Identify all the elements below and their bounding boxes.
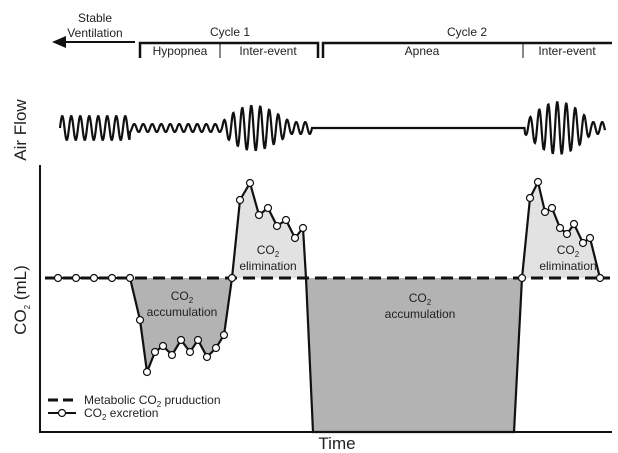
- elimination-area: [232, 183, 306, 278]
- legend-label: Metabolic CO2 pruduction: [84, 393, 221, 409]
- excretion-point: [71, 273, 81, 283]
- phase-label: Hypopnea: [153, 44, 208, 58]
- excretion-point: [211, 343, 221, 353]
- excretion-point: [125, 273, 135, 283]
- air-flow-label: Air Flow: [11, 99, 30, 161]
- excretion-point: [227, 273, 237, 283]
- excretion-point: [158, 341, 168, 351]
- legend-label: CO2 excretion: [84, 406, 158, 422]
- excretion-point: [595, 273, 605, 283]
- y-axis-label: CO2 (mL): [11, 265, 32, 335]
- stable-label: Ventilation: [67, 26, 122, 40]
- excretion-point: [135, 315, 145, 325]
- arrow-head: [52, 36, 66, 48]
- excretion-point: [167, 350, 177, 360]
- excretion-point: [142, 367, 152, 377]
- excretion-point: [219, 330, 229, 340]
- excretion-point: [585, 233, 595, 243]
- legend-dot: [57, 408, 67, 418]
- excretion-point: [185, 347, 195, 357]
- excretion-point: [263, 203, 273, 213]
- excretion-point: [53, 273, 63, 283]
- excretion-point: [150, 347, 160, 357]
- excretion-point: [533, 177, 543, 187]
- excretion-point: [540, 207, 550, 217]
- phase-label: Apnea: [405, 44, 440, 58]
- brackets: [138, 41, 612, 58]
- excretion-point: [89, 273, 99, 283]
- excretion-point: [569, 219, 579, 229]
- excretion-point: [107, 273, 117, 283]
- region-label: CO2 elimination: [239, 243, 296, 273]
- excretion-point: [555, 223, 565, 233]
- region-label: CO2 accumulation: [385, 291, 456, 321]
- excretion-point: [290, 233, 300, 243]
- phase-label: Inter-event: [239, 44, 297, 58]
- excretion-point: [578, 238, 588, 248]
- excretion-point: [272, 221, 282, 231]
- excretion-point: [235, 195, 245, 205]
- cycle-label: Cycle 2: [447, 25, 487, 39]
- excretion-point: [547, 203, 557, 213]
- cycle-label: Cycle 1: [210, 25, 250, 39]
- excretion-points: [53, 177, 605, 377]
- excretion-point: [202, 352, 212, 362]
- air-flow-trace: [58, 101, 607, 155]
- x-axis-label: Time: [318, 434, 355, 453]
- phase-label: Inter-event: [538, 44, 596, 58]
- region-label: CO2 elimination: [539, 243, 596, 273]
- accumulation-area: [306, 278, 522, 432]
- excretion-point: [525, 193, 535, 203]
- stable-label: Stable: [78, 11, 112, 25]
- region-label: CO2 accumulation: [147, 289, 218, 319]
- excretion-point: [193, 335, 203, 345]
- excretion-point: [254, 210, 264, 220]
- excretion-point: [281, 215, 291, 225]
- excretion-point: [176, 335, 186, 345]
- excretion-point: [517, 273, 527, 283]
- excretion-point: [298, 223, 308, 233]
- excretion-point: [562, 229, 572, 239]
- excretion-point: [245, 178, 255, 188]
